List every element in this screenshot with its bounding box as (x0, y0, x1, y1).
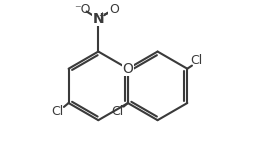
Text: O: O (109, 3, 119, 16)
Text: Cl: Cl (112, 105, 124, 118)
Text: N: N (92, 12, 104, 26)
Text: Cl: Cl (52, 105, 64, 118)
Text: +: + (98, 10, 105, 20)
Text: ⁻O: ⁻O (74, 3, 91, 16)
Text: O: O (123, 62, 133, 76)
Text: Cl: Cl (191, 54, 203, 67)
